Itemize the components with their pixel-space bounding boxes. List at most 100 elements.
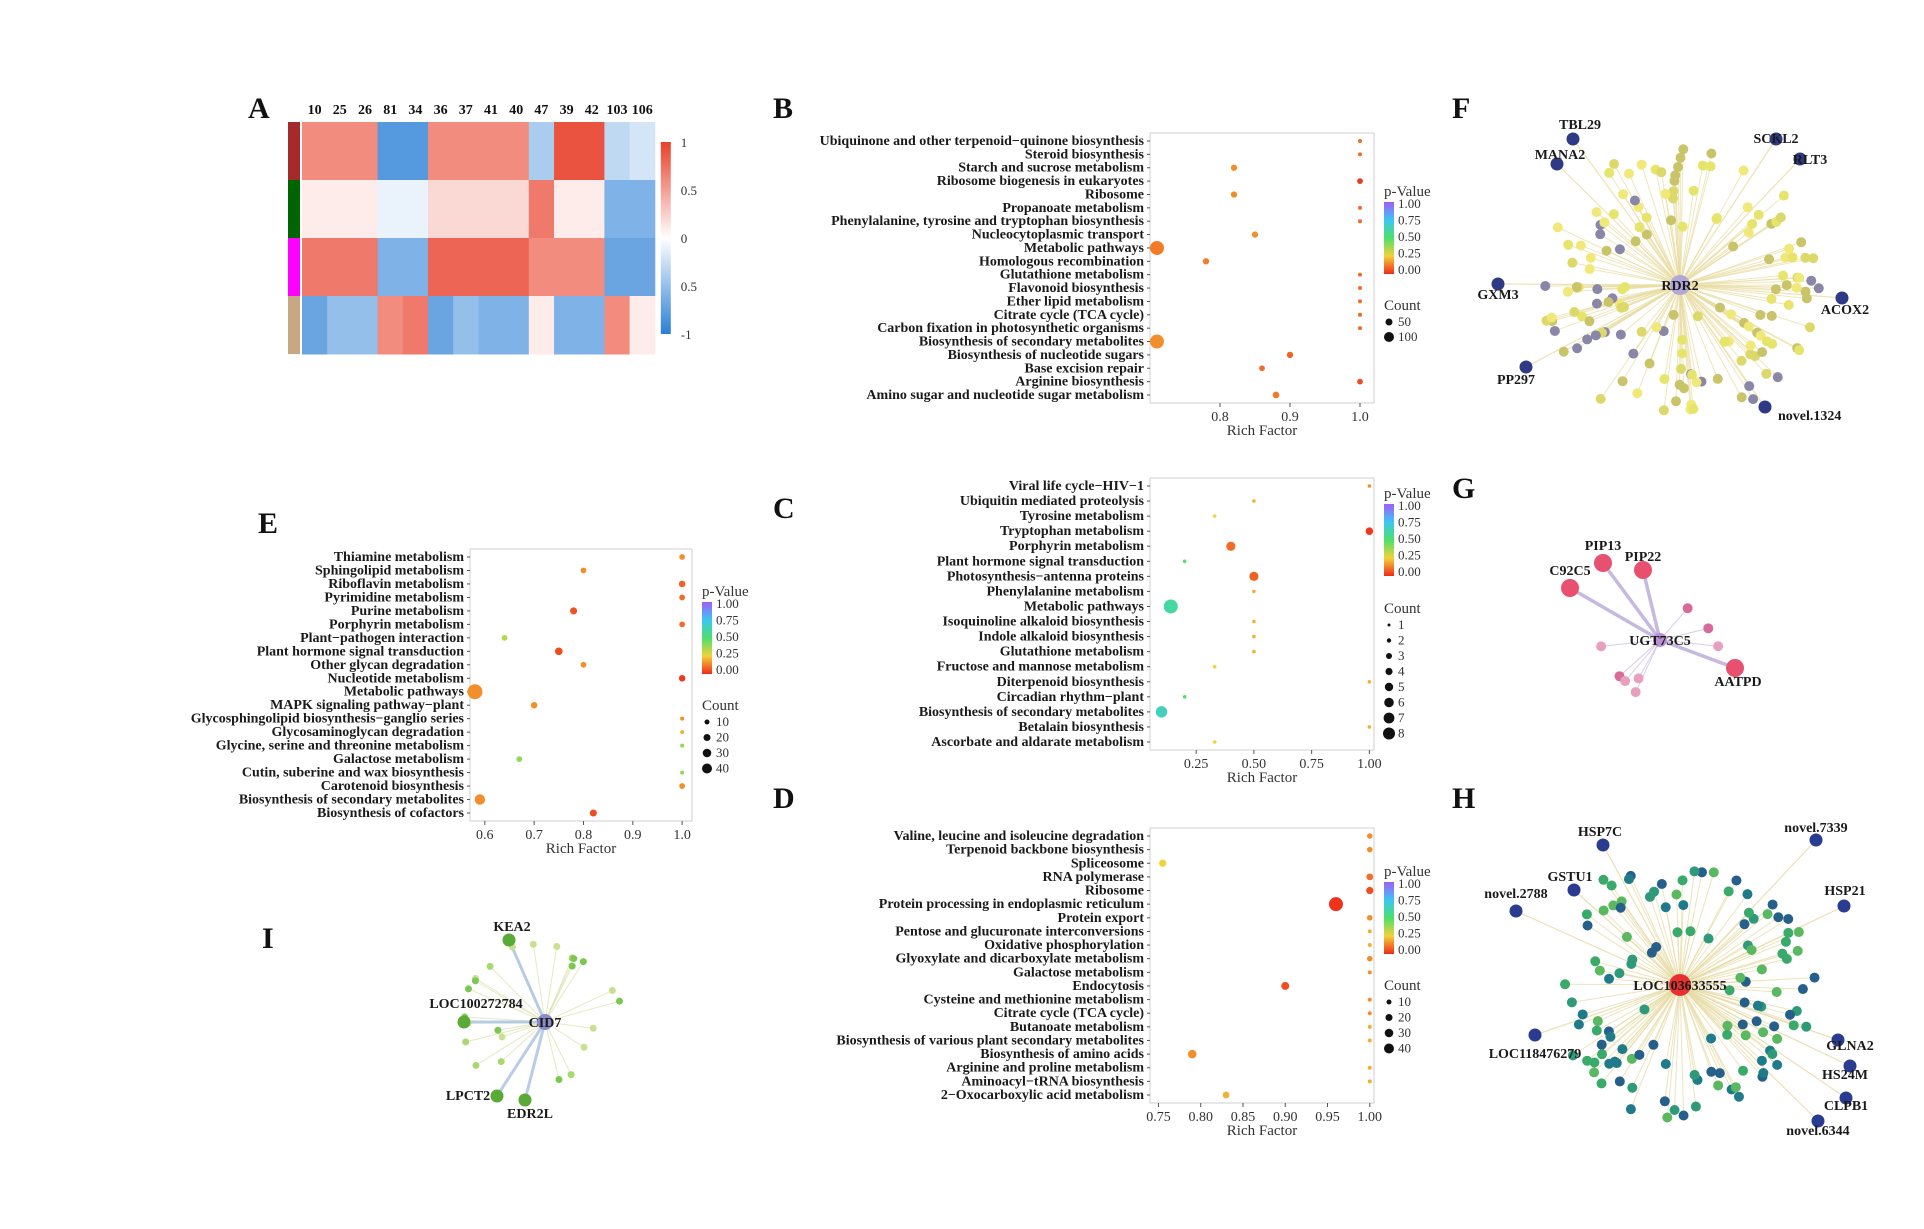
heatmap-cell: [377, 238, 404, 297]
heatmap-column-label: 36: [434, 103, 448, 118]
count-legend-dot: [703, 734, 711, 741]
network-hub-node: [1669, 974, 1691, 996]
network-node: [1558, 346, 1569, 357]
pathway-term-label: Photosynthesis−antenna proteins: [947, 569, 1145, 584]
pathway-term-label: Aminoacyl−tRNA biosynthesis: [961, 1074, 1144, 1089]
network-node: [1649, 886, 1660, 897]
pathway-term-label: Cutin, suberine and wax biosynthesis: [242, 766, 465, 781]
network-node: [1614, 968, 1625, 979]
network-node: [1552, 222, 1563, 233]
network-node: [1584, 316, 1595, 327]
network-node-label: novel.7339: [1784, 821, 1847, 836]
network-node: [1780, 252, 1791, 263]
data-point: [1365, 527, 1374, 535]
network-node: [1770, 284, 1781, 295]
network-labeled-node: [490, 1089, 504, 1103]
network-edge: [1597, 984, 1681, 1022]
network-node: [1739, 919, 1750, 930]
network-labeled-node: [1835, 291, 1849, 305]
x-tick-label: 0.95: [1315, 1110, 1340, 1125]
pathway-term-label: Amino sugar and nucleotide sugar metabol…: [866, 388, 1144, 403]
pvalue-legend-tick: 0.75: [1398, 213, 1421, 228]
network-edge: [1525, 284, 1681, 368]
data-point: [1357, 378, 1363, 385]
data-point: [1202, 258, 1210, 265]
network-node: [1560, 979, 1571, 990]
network-node: [1601, 245, 1612, 256]
network-edge: [1602, 844, 1681, 986]
pvalue-legend-tick: 0.50: [1398, 531, 1421, 546]
network-node: [1620, 676, 1631, 687]
heatmap-cell: [377, 180, 404, 239]
network-node: [1703, 623, 1714, 634]
data-point: [1357, 178, 1363, 184]
data-point: [467, 684, 483, 700]
pathway-term-label: Phenylalanine metabolism: [986, 584, 1144, 599]
heatmap-cell: [428, 180, 454, 239]
network-node: [1697, 160, 1708, 171]
data-point: [1358, 286, 1362, 291]
network-edge: [1679, 166, 1712, 286]
network-node: [1656, 167, 1667, 178]
pathway-term-label: Betalain biosynthesis: [1018, 720, 1144, 735]
data-point: [679, 594, 686, 601]
network-node: [1595, 229, 1606, 240]
heatmap-column-label: 103: [607, 103, 628, 118]
x-tick-label: 1.00: [1358, 1110, 1383, 1125]
heatmap-cell: [528, 238, 555, 297]
network-edge: [1679, 923, 1745, 986]
network-labeled-node: [1566, 132, 1580, 146]
heatmap-group-bar: [288, 180, 300, 238]
network-edge: [468, 988, 546, 1023]
pathway-term-label: Porphyrin metabolism: [1009, 539, 1144, 554]
network-edge: [1641, 164, 1681, 286]
network-node: [1801, 293, 1812, 304]
data-point: [1367, 970, 1372, 975]
network-node: [1775, 212, 1786, 223]
data-point: [1252, 619, 1256, 624]
network-node: [1598, 905, 1609, 916]
network-node: [1756, 1055, 1767, 1066]
network-node: [1706, 1033, 1717, 1044]
bubble-plot-b: Ubiquinone and other terpenoid−quinone b…: [820, 132, 1431, 439]
heatmap-cell: [528, 180, 555, 239]
network-edge: [1601, 984, 1681, 1055]
count-legend-dot: [702, 763, 712, 774]
network-node: [1678, 900, 1689, 911]
network-node: [1722, 1029, 1733, 1040]
heatmap-cell: [604, 296, 631, 355]
heatmap-cell: [629, 180, 656, 239]
network-edge: [475, 1021, 546, 1066]
network-node: [1756, 964, 1767, 975]
data-point: [1358, 299, 1362, 304]
network-node: [1808, 253, 1819, 264]
heatmap-cell: [453, 180, 479, 239]
x-tick-label: 1.0: [1351, 410, 1369, 425]
network-node: [1678, 1110, 1689, 1121]
network-node: [579, 958, 587, 966]
heatmap-column-label: 10: [308, 103, 322, 118]
network-edge: [1664, 984, 1681, 1102]
data-point: [1251, 231, 1259, 238]
bubble-plot-d: Valine, leucine and isoleucine degradati…: [836, 827, 1431, 1139]
x-axis-title: Rich Factor: [546, 841, 616, 857]
data-point: [1367, 1065, 1372, 1070]
pvalue-legend-tick: 0.75: [1398, 515, 1421, 530]
count-legend-dot: [1384, 682, 1394, 692]
count-legend-dot: [1384, 1028, 1394, 1038]
network-node: [1714, 1068, 1725, 1079]
heatmap-group-bar: [288, 296, 300, 354]
pathway-term-label: Thiamine metabolism: [334, 550, 465, 565]
pathway-term-label: Biosynthesis of secondary metabolites: [919, 705, 1145, 720]
network-edge: [1679, 984, 1685, 1116]
network-node-label: C92C5: [1549, 564, 1590, 579]
network-edge: [1679, 256, 1793, 286]
network-node: [1576, 311, 1587, 322]
pathway-term-label: Plant−pathogen interaction: [300, 631, 464, 646]
network-node: [1813, 283, 1824, 294]
pathway-term-label: Pentose and glucuronate interconversions: [895, 924, 1144, 939]
network-node: [1743, 907, 1754, 918]
network-node: [1755, 309, 1766, 320]
network-node: [1651, 322, 1662, 333]
